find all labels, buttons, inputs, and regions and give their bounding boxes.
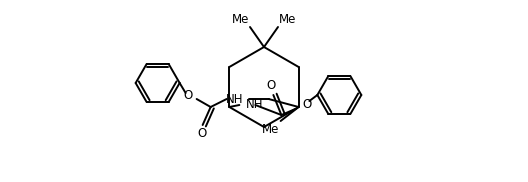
Text: NH: NH: [247, 98, 264, 112]
Text: NH: NH: [226, 92, 243, 106]
Text: O: O: [303, 98, 312, 112]
Text: O: O: [197, 127, 206, 140]
Text: O: O: [267, 79, 276, 92]
Text: Me: Me: [279, 13, 296, 26]
Text: Me: Me: [262, 123, 280, 136]
Text: O: O: [183, 88, 193, 102]
Text: Me: Me: [232, 13, 249, 26]
